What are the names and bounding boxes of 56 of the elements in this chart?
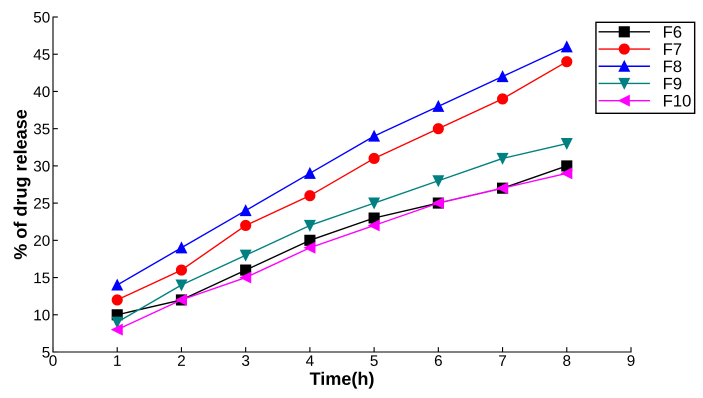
- point: [497, 152, 508, 164]
- y-tick-label: 25: [34, 198, 50, 209]
- y-tick-label: 40: [34, 86, 50, 98]
- y-tick-label: 10: [34, 310, 50, 320]
- y-tick-label: 50: [34, 12, 50, 23]
- x-tick-label: 2: [178, 355, 185, 366]
- y-tick-label: 5: [42, 347, 50, 358]
- point: [112, 324, 123, 336]
- point: [240, 220, 252, 231]
- point: [432, 123, 444, 134]
- point: [176, 279, 187, 291]
- point: [497, 71, 508, 82]
- y-axis-title: % of drug release: [14, 110, 30, 260]
- point: [368, 198, 380, 209]
- legend-label: F7: [664, 43, 682, 55]
- point: [240, 272, 252, 284]
- point: [368, 152, 380, 164]
- point: [304, 190, 316, 202]
- point: [112, 279, 123, 291]
- legend-label: F6: [664, 26, 682, 38]
- point: [561, 41, 572, 52]
- point: [432, 175, 444, 186]
- y-tick-label: 30: [34, 160, 50, 172]
- legend-label: F8: [664, 60, 682, 72]
- point: [561, 138, 572, 150]
- point: [432, 100, 444, 112]
- x-tick-label: 0: [49, 355, 57, 366]
- x-tick-label: 3: [242, 355, 250, 366]
- point: [368, 220, 380, 231]
- point: [368, 130, 380, 142]
- point: [497, 93, 508, 104]
- point: [561, 168, 572, 179]
- y-tick-label: 20: [34, 235, 50, 246]
- point: [176, 264, 187, 276]
- x-tick-label: 8: [563, 355, 570, 366]
- x-tick-label: 5: [370, 355, 378, 366]
- x-tick-label: 1: [114, 355, 121, 366]
- point: [304, 220, 316, 231]
- point: [240, 205, 252, 216]
- y-tick-label: 35: [34, 124, 50, 134]
- x-tick-label: 9: [627, 355, 635, 366]
- point: [112, 316, 123, 328]
- point: [561, 56, 572, 68]
- legend-label: F9: [664, 78, 682, 90]
- point: [240, 250, 252, 261]
- point: [304, 168, 316, 179]
- point: [176, 242, 187, 254]
- y-tick-label: 15: [34, 272, 50, 284]
- y-tick-label: 45: [34, 49, 50, 60]
- x-tick-label: 7: [499, 355, 506, 366]
- x-tick-label: 6: [434, 355, 442, 366]
- legend-label: F10: [664, 94, 691, 107]
- x-axis-title: Time(h): [310, 372, 374, 389]
- point: [112, 294, 123, 306]
- x-tick-label: 4: [306, 355, 314, 366]
- point: [304, 242, 316, 254]
